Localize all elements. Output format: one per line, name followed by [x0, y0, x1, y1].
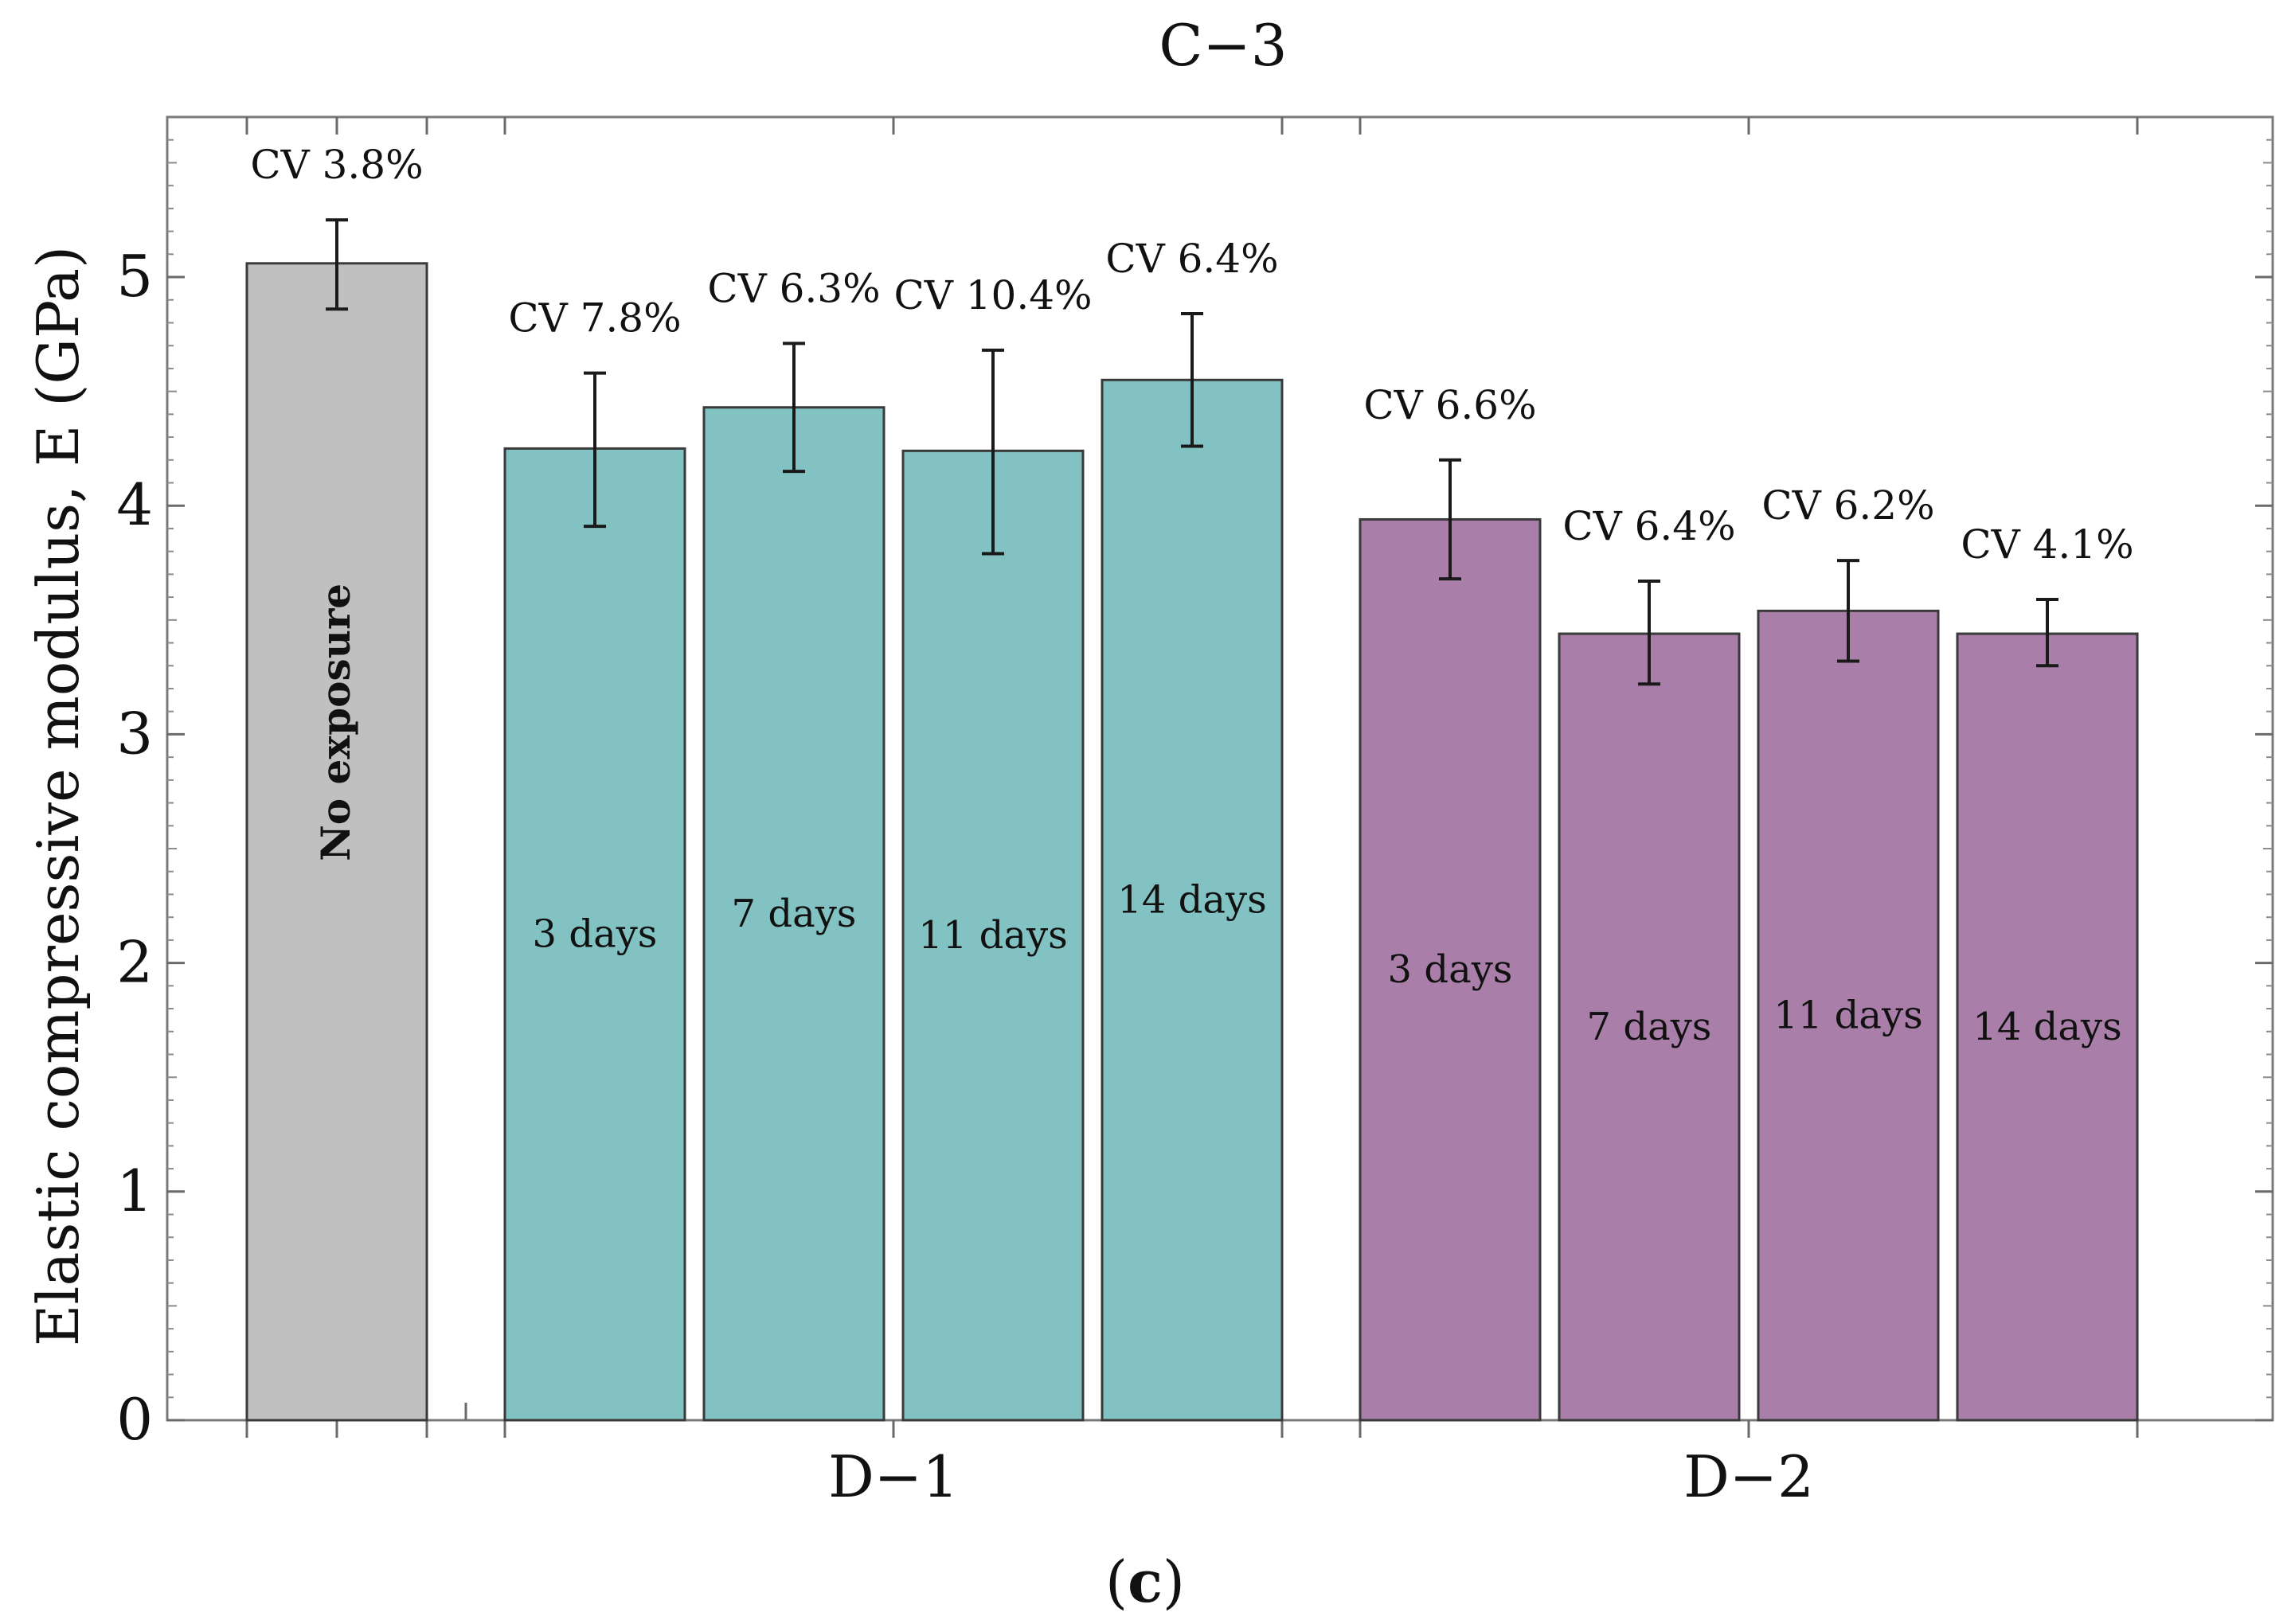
bar: [1757, 609, 1940, 1422]
bar-label: No exposure: [312, 584, 359, 861]
y-tick-label: 3: [116, 700, 153, 767]
cv-label: CV 10.4%: [893, 272, 1092, 318]
bar-label: 11 days: [1773, 994, 1922, 1038]
y-axis-label: Elastic compressive modulus, E (GPa): [25, 246, 92, 1346]
bar: [1101, 378, 1284, 1422]
caption-open-paren: (: [1105, 1548, 1128, 1615]
cv-label: CV 6.4%: [1105, 236, 1278, 282]
bars: CV 3.8% No exposure CV 7.8% 3 days CV 6.3% 7 …: [245, 142, 2139, 1422]
caption-close-paren: ): [1163, 1548, 1185, 1615]
y-axis-ticks: 0 1 2 3 4 5: [116, 243, 2273, 1453]
bar-label: 14 days: [1972, 1005, 2121, 1049]
y-tick-label: 0: [116, 1386, 153, 1453]
y-minor-ticks: [167, 139, 2273, 1399]
y-tick-label: 4: [116, 471, 153, 538]
cv-label: CV 3.8%: [250, 142, 423, 188]
bar: [1359, 517, 1542, 1422]
figure-caption: (c): [1105, 1548, 1185, 1615]
cv-label: CV 7.8%: [508, 295, 681, 342]
cv-label: CV 6.6%: [1363, 382, 1536, 428]
x-axis-ticks: [245, 117, 2139, 1438]
bar: [245, 262, 428, 1422]
bar-label: 14 days: [1117, 878, 1266, 923]
y-tick-label: 5: [116, 243, 153, 310]
bar-label: 3 days: [1388, 947, 1513, 992]
cv-label: CV 6.3%: [707, 265, 880, 311]
group-labels: D−1 D−2: [828, 1443, 1814, 1510]
chart-title: C−3: [1159, 12, 1287, 79]
bar-label: 7 days: [732, 892, 857, 936]
bar-label: 3 days: [533, 912, 658, 957]
cv-label: CV 4.1%: [1961, 521, 2133, 568]
cv-label: CV 6.4%: [1562, 503, 1735, 549]
bar-label: 7 days: [1587, 1005, 1712, 1049]
y-tick-label: 1: [116, 1157, 153, 1224]
group-label: D−2: [1683, 1443, 1814, 1510]
group-label: D−1: [828, 1443, 959, 1510]
cv-label: CV 6.2%: [1761, 482, 1934, 529]
bar: [901, 449, 1085, 1422]
y-tick-label: 2: [116, 929, 153, 996]
caption-letter: c: [1128, 1548, 1163, 1615]
bar: [503, 447, 686, 1422]
bar-label: 11 days: [918, 913, 1067, 958]
bar: [1558, 632, 1741, 1422]
